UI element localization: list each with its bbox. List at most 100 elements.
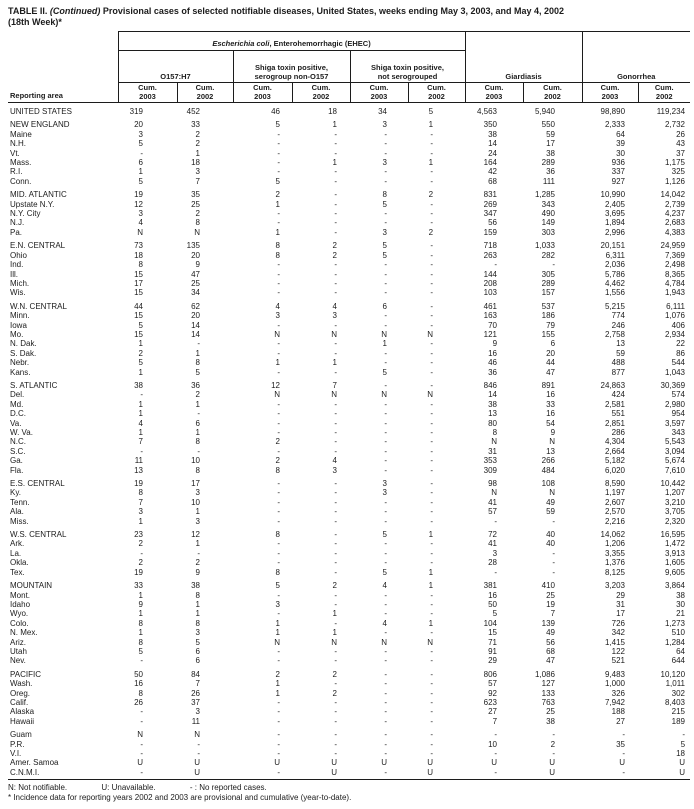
table-row: Tex. 19 9 8 - 5 1 - - 8,125 9,605	[8, 568, 690, 577]
cell-value: 2	[195, 129, 200, 139]
cell-value: -	[430, 348, 434, 358]
cell-value: -	[384, 409, 387, 419]
cell-value: -	[140, 707, 143, 717]
cell-value: 2,934	[664, 329, 686, 339]
cell-value: 718	[483, 241, 498, 251]
cell-value: U	[274, 758, 280, 768]
cell-value: 7,369	[664, 250, 686, 260]
row-area-label: W. Va.	[10, 428, 33, 437]
cell-value: 289	[541, 158, 556, 168]
cell-value: 410	[541, 581, 556, 591]
cell-value: 4	[138, 218, 143, 228]
cell-value: 7	[195, 176, 200, 186]
cell-value: -	[277, 409, 280, 419]
row-area-label: N. Dak.	[10, 339, 37, 349]
cell-value: 98	[488, 479, 498, 489]
cell-value: 5	[138, 320, 143, 330]
cell-value: -	[277, 139, 280, 149]
row-area-label: D.C.	[10, 409, 26, 419]
cell-value: 2	[332, 241, 337, 251]
cell-value: 17	[616, 609, 626, 619]
cell-value: 119,234	[656, 107, 686, 116]
cell-value: 7	[332, 380, 337, 390]
cell-value: -	[334, 539, 337, 549]
cell-value: 47	[546, 656, 556, 666]
cell-value: -	[334, 409, 337, 419]
cell-value: 18	[134, 250, 143, 260]
cum-year-header: Cum. 2003	[117, 82, 177, 103]
cell-value: 342	[611, 628, 626, 638]
row-area-label: Oreg.	[10, 688, 31, 698]
cell-value: 5	[138, 646, 143, 656]
cell-value: -	[430, 288, 434, 298]
cell-value: 26	[134, 697, 143, 707]
table-row: Va. 4 6 - - - - 80 54 2,851 3,597	[8, 419, 690, 428]
cell-value: 1	[138, 367, 143, 377]
cell-value: 3,203	[604, 581, 626, 591]
cell-value: 6,311	[605, 250, 626, 260]
cell-value: 10	[191, 456, 200, 466]
row-area-label: Alaska	[10, 707, 35, 717]
row-area-label: P.R.	[10, 739, 25, 749]
cell-value: 484	[541, 465, 556, 475]
cell-value: -	[140, 656, 143, 666]
cell-value: -	[334, 199, 337, 209]
table-row: Ala. 3 1 - - - - 57 59 2,570 3,705	[8, 507, 690, 516]
cell-value: 1,033	[534, 241, 556, 251]
cell-value: -	[384, 139, 387, 149]
cell-value: 2	[428, 190, 434, 200]
table-row: Ga. 11 10 2 4 - - 353 266 5,182 5,674	[8, 456, 690, 465]
cell-value: 16	[134, 679, 143, 689]
cell-value: 71	[488, 637, 498, 647]
cell-value: -	[277, 428, 280, 437]
cell-value: 8	[195, 358, 200, 368]
cell-value: N	[274, 637, 280, 647]
cell-value: 2	[550, 739, 556, 749]
cell-value: 343	[671, 428, 686, 437]
subgroup-label: Giardiasis	[505, 71, 542, 81]
cell-value: 5	[382, 530, 387, 540]
cell-value: 6	[550, 339, 556, 349]
ehec-species-name: Escherichia coli	[212, 38, 270, 48]
cell-value: 2	[332, 581, 337, 591]
cell-value: 3,913	[664, 548, 686, 558]
table-row: Ohio 18 20 8 2 5 - 263 282 6,311 7,369	[8, 251, 690, 260]
cell-value: 38	[191, 581, 200, 591]
cell-value: 79	[546, 320, 556, 330]
cell-value: 1	[138, 516, 143, 526]
cell-value: 98,890	[600, 107, 626, 116]
cell-value: U	[619, 758, 626, 768]
disease-table: Reporting area Escherichia coli, Enteroh…	[8, 31, 691, 781]
cell-value: 6	[195, 418, 200, 428]
table-row: Md. 1 1 - - - - 38 33 2,581 2,980	[8, 400, 690, 409]
cell-value: 2,758	[604, 329, 626, 339]
cum-year-header: Cum. 2002	[176, 82, 233, 103]
table-row: W.N. CENTRAL 44 62 4 4 6-461 537 5,215 6,111	[8, 298, 690, 311]
cell-value: 16	[546, 390, 556, 400]
cell-value: -	[197, 339, 200, 349]
cell-value: 104	[483, 618, 498, 628]
cell-value: 774	[611, 311, 626, 321]
cell-value: 10,990	[600, 190, 626, 200]
cell-value: -	[277, 167, 280, 177]
cell-value: 139	[541, 618, 556, 628]
cell-value: 4	[382, 581, 387, 591]
cell-value: 44	[134, 301, 143, 311]
cell-value: 2,664	[604, 446, 626, 456]
cell-value: 11	[191, 716, 200, 726]
cell-value: 269	[483, 199, 498, 209]
cell-value: 5	[195, 637, 200, 647]
cell-value: -	[233, 767, 292, 781]
cell-value: 282	[541, 250, 556, 260]
cell-value: 19	[546, 599, 556, 609]
cell-value: 46	[271, 107, 280, 116]
table-row: MID. ATLANTIC 19 35 2 - 8 2 831 1,285 10,990 14,04…	[8, 186, 690, 199]
table-title-continued: (Continued)	[49, 6, 101, 16]
cell-value: -	[277, 288, 280, 298]
table-row: Utah 5 6 - - - - 91 68 122 64	[8, 647, 690, 656]
cell-value: -	[430, 176, 434, 186]
table-title-text: Provisional cases of selected notifiable…	[102, 6, 565, 16]
cell-value: -	[384, 707, 387, 717]
table-row: W.S. CENTRAL 23 12 8 - 5 1 72 40 14,062 16,595	[8, 526, 690, 539]
table-row: Wis. 15 34 - - - - 103 157 1,556 1,943	[8, 288, 690, 297]
